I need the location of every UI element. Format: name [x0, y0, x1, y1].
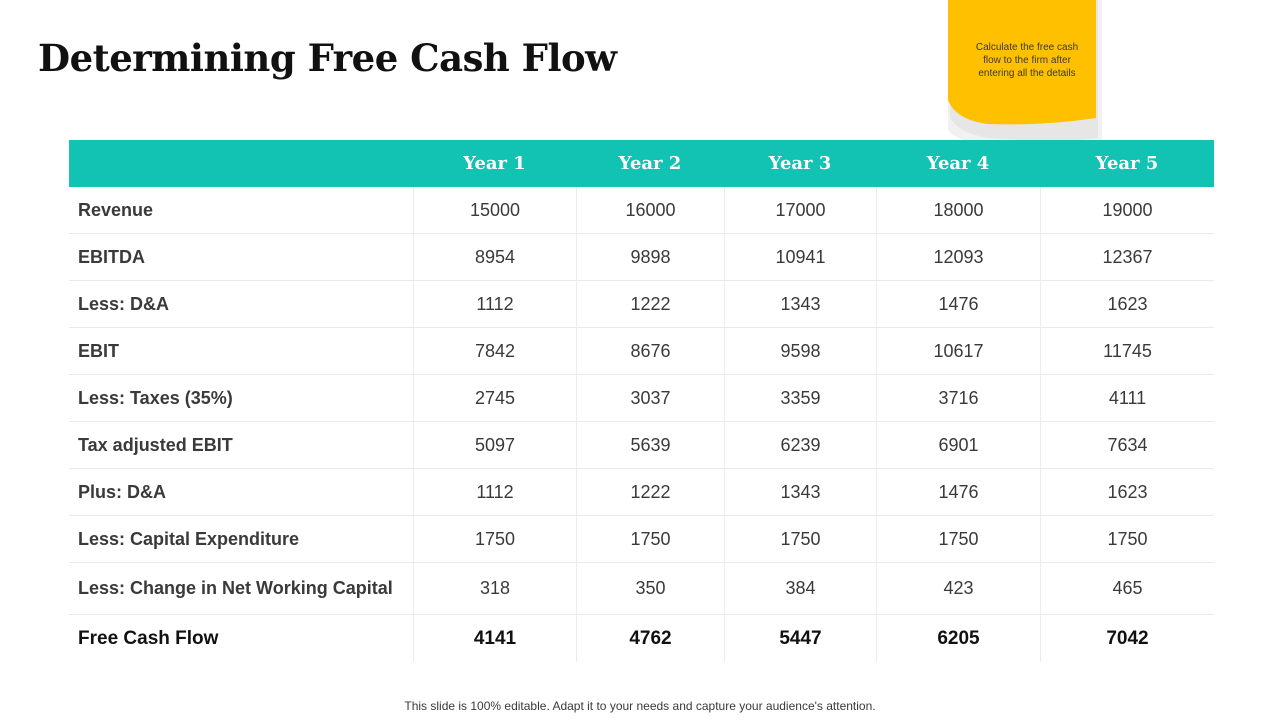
table-cell: 3716 [876, 375, 1040, 421]
row-label: EBITDA [78, 246, 145, 267]
table-cell: 465 [1040, 563, 1214, 614]
row-label: Tax adjusted EBIT [78, 434, 233, 455]
sticky-note: Calculate the free cash flow to the firm… [944, 0, 1104, 148]
table-cell: 6901 [876, 422, 1040, 468]
table-cell: 3359 [724, 375, 876, 421]
table-cell: 8954 [413, 234, 576, 280]
table-cell: 1343 [724, 469, 876, 515]
table-row-revenue: Revenue 15000 16000 17000 18000 19000 [69, 187, 1214, 234]
table-cell: 350 [576, 563, 724, 614]
header-year-1: Year 1 [463, 153, 526, 174]
table-cell: 11745 [1040, 328, 1214, 374]
table-row-plus-da: Plus: D&A 1112 1222 1343 1476 1623 [69, 469, 1214, 516]
table-cell: 19000 [1040, 187, 1214, 233]
slide-title: Determining Free Cash Flow [38, 36, 617, 80]
table-cell: 7842 [413, 328, 576, 374]
table-row-free-cash-flow: Free Cash Flow 4141 4762 5447 6205 7042 [69, 615, 1214, 662]
table-cell: 1222 [576, 281, 724, 327]
slide-footer: This slide is 100% editable. Adapt it to… [404, 699, 876, 713]
table-row-net-working-capital: Less: Change in Net Working Capital 318 … [69, 563, 1214, 615]
row-label: Less: Capital Expenditure [78, 528, 300, 549]
table-cell: 1343 [724, 281, 876, 327]
table-cell: 1750 [576, 516, 724, 562]
table-cell: 1750 [876, 516, 1040, 562]
table-cell: 18000 [876, 187, 1040, 233]
table-cell: 1476 [876, 281, 1040, 327]
table-row-ebit: EBIT 7842 8676 9598 10617 11745 [69, 328, 1214, 375]
header-year-3: Year 3 [768, 153, 832, 174]
table-cell: 6205 [876, 615, 1040, 662]
table-cell: 17000 [724, 187, 876, 233]
row-label: Revenue [78, 199, 154, 220]
row-label: Free Cash Flow [78, 627, 219, 649]
table-cell: 1112 [413, 469, 576, 515]
table-cell: 1112 [413, 281, 576, 327]
table-row-ebitda: EBITDA 8954 9898 10941 12093 12367 [69, 234, 1214, 281]
table-cell: 12093 [876, 234, 1040, 280]
table-cell: 10941 [724, 234, 876, 280]
header-year-2: Year 2 [618, 153, 682, 174]
table-cell: 9898 [576, 234, 724, 280]
table-cell: 6239 [724, 422, 876, 468]
sticky-note-shape [948, 0, 1102, 146]
table-cell: 4141 [413, 615, 576, 662]
table-cell: 7042 [1040, 615, 1214, 662]
table-row-less-taxes: Less: Taxes (35%) 2745 3037 3359 3716 41… [69, 375, 1214, 422]
table-row-less-da: Less: D&A 1112 1222 1343 1476 1623 [69, 281, 1214, 328]
row-label: Less: Taxes (35%) [78, 387, 233, 408]
table-cell: 9598 [724, 328, 876, 374]
header-blank [69, 140, 413, 187]
header-year-4: Year 4 [926, 153, 990, 174]
table-cell: 5447 [724, 615, 876, 662]
table-cell: 1623 [1040, 469, 1214, 515]
table-cell: 1750 [724, 516, 876, 562]
table-cell: 1222 [576, 469, 724, 515]
table-cell: 10617 [876, 328, 1040, 374]
table-cell: 1750 [1040, 516, 1214, 562]
table-cell: 5639 [576, 422, 724, 468]
table-cell: 4111 [1040, 375, 1214, 421]
table-cell: 8676 [576, 328, 724, 374]
table-row-tax-adjusted-ebit: Tax adjusted EBIT 5097 5639 6239 6901 76… [69, 422, 1214, 469]
free-cash-flow-table: Year 1 Year 2 Year 3 Year 4 Year 5 Reven… [69, 140, 1214, 662]
table-cell: 384 [724, 563, 876, 614]
header-year-5: Year 5 [1095, 153, 1159, 174]
table-cell: 4762 [576, 615, 724, 662]
table-header: Year 1 Year 2 Year 3 Year 4 Year 5 [69, 140, 1214, 187]
table-cell: 12367 [1040, 234, 1214, 280]
table-cell: 7634 [1040, 422, 1214, 468]
table-cell: 3037 [576, 375, 724, 421]
table-cell: 1750 [413, 516, 576, 562]
table-cell: 423 [876, 563, 1040, 614]
sticky-note-text: Calculate the free cash flow to the firm… [975, 42, 1079, 79]
table-cell: 15000 [413, 187, 576, 233]
table-cell: 1476 [876, 469, 1040, 515]
table-row-capital-expenditure: Less: Capital Expenditure 1750 1750 1750… [69, 516, 1214, 563]
table-cell: 318 [413, 563, 576, 614]
table-cell: 1623 [1040, 281, 1214, 327]
row-label: Plus: D&A [78, 481, 167, 502]
table-cell: 16000 [576, 187, 724, 233]
row-label: EBIT [78, 340, 120, 361]
table-cell: 2745 [413, 375, 576, 421]
row-label: Less: D&A [78, 293, 170, 314]
table-cell: 5097 [413, 422, 576, 468]
row-label: Less: Change in Net Working Capital [78, 578, 393, 598]
